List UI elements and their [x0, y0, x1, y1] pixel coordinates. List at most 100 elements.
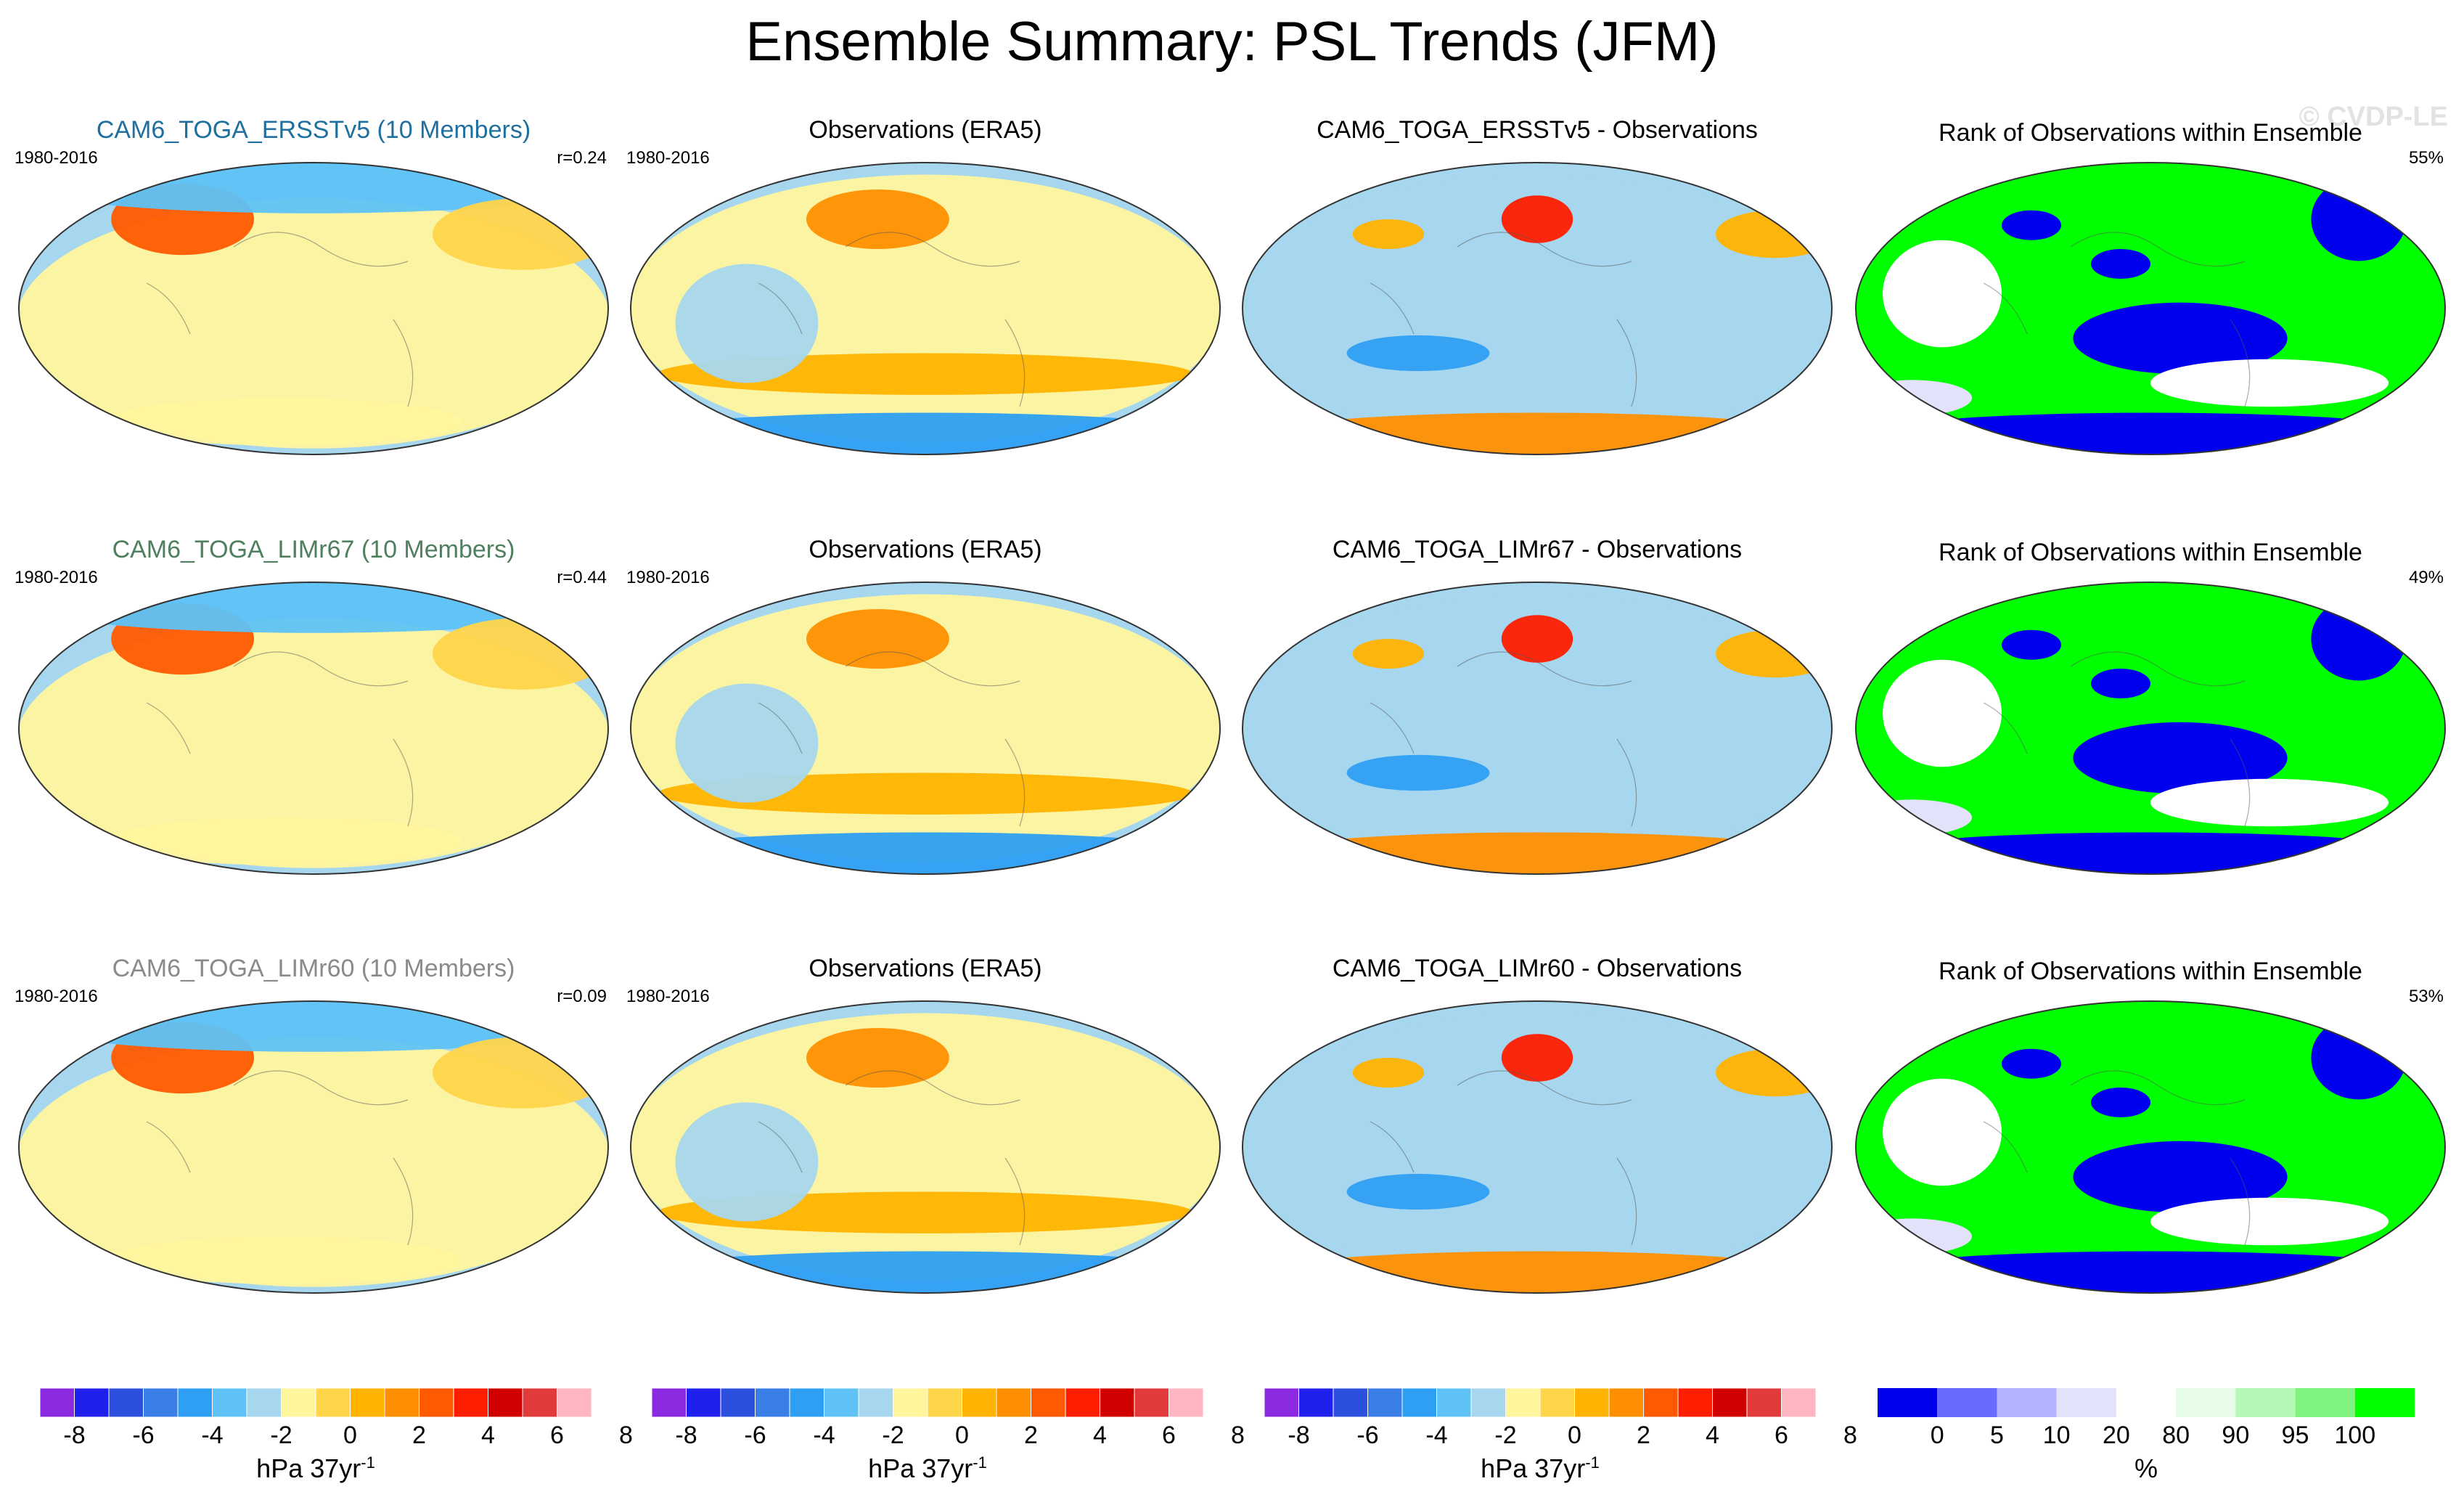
colorbar-rank-bar: [1878, 1388, 2415, 1417]
map-diff: [1242, 582, 1833, 875]
map-model: [18, 162, 609, 455]
colorbar-tick-label: -8: [1288, 1421, 1310, 1449]
panel-title: Rank of Observations within Ensemble: [1939, 119, 2362, 147]
colorbar-unit: hPa 37yr-1: [1481, 1453, 1600, 1483]
panel-title: CAM6_TOGA_LIMr60 - Observations: [1332, 955, 1743, 982]
panel-stat: 55%: [2408, 148, 2444, 168]
map-obs: [630, 1000, 1221, 1294]
colorbar-swatch: [1643, 1388, 1679, 1417]
colorbar-tick-label: 6: [1775, 1421, 1788, 1449]
colorbar-swatch: [1878, 1388, 1938, 1417]
colorbar-swatch: [1367, 1388, 1403, 1417]
colorbar-swatch: [1298, 1388, 1334, 1417]
colorbar-swatch: [1436, 1388, 1472, 1417]
panel-title: CAM6_TOGA_ERSSTv5 - Observations: [1317, 116, 1758, 144]
colorbar-swatch: [1168, 1388, 1203, 1417]
colorbar-tick-label: 2: [1024, 1421, 1038, 1449]
colorbar-tick-label: -6: [132, 1421, 155, 1449]
panel-period: 1980-2016: [626, 568, 710, 587]
panel-period: 1980-2016: [15, 987, 98, 1006]
colorbar-swatch: [1608, 1388, 1644, 1417]
colorbar-tick-label: 0: [955, 1421, 969, 1449]
colorbar-tick-label: -4: [1425, 1421, 1448, 1449]
panel-title: CAM6_TOGA_LIMr67 - Observations: [1332, 536, 1743, 563]
colorbar-swatch: [419, 1388, 454, 1417]
colorbar-tick-label: 90: [2222, 1421, 2250, 1449]
map-diff: [1242, 162, 1833, 455]
colorbar-swatch: [1677, 1388, 1713, 1417]
panel-stat: 53%: [2408, 987, 2444, 1006]
colorbar-swatch: [108, 1388, 144, 1417]
colorbar-swatch: [1781, 1388, 1816, 1417]
colorbar-swatch: [212, 1388, 247, 1417]
colorbar-swatch: [177, 1388, 213, 1417]
colorbar-tick-label: -6: [1356, 1421, 1379, 1449]
map-model: [18, 1000, 609, 1294]
panel-stat: r=0.44: [557, 568, 607, 587]
colorbar-tick-label: -2: [882, 1421, 904, 1449]
colorbar-swatch: [522, 1388, 557, 1417]
colorbar-tick-label: -2: [1494, 1421, 1517, 1449]
colorbar-col2-bar: [652, 1388, 1203, 1417]
colorbar-tick-label: 0: [1930, 1421, 1944, 1449]
map-rank: [1855, 582, 2446, 875]
colorbar-swatch: [1264, 1388, 1299, 1417]
colorbar-tick-label: 8: [1231, 1421, 1245, 1449]
colorbar-tick-label: -4: [201, 1421, 224, 1449]
colorbar-unit: %: [2134, 1453, 2158, 1483]
colorbar-tick-label: 6: [550, 1421, 564, 1449]
panel-period: 1980-2016: [626, 148, 710, 168]
map-obs: [630, 582, 1221, 875]
colorbar-swatch: [1746, 1388, 1782, 1417]
panel-title: CAM6_TOGA_LIMr60 (10 Members): [112, 955, 515, 982]
colorbar-swatch: [1100, 1388, 1135, 1417]
colorbar-tick-label: 4: [481, 1421, 495, 1449]
colorbar-tick-label: 8: [1843, 1421, 1857, 1449]
colorbar-swatch: [1401, 1388, 1437, 1417]
colorbar-swatch: [686, 1388, 721, 1417]
colorbar-swatch: [40, 1388, 75, 1417]
colorbar-tick-label: 0: [1568, 1421, 1581, 1449]
colorbar-tick-label: -6: [744, 1421, 766, 1449]
colorbar-tick-label: -4: [813, 1421, 835, 1449]
colorbar-swatch: [2056, 1388, 2116, 1417]
colorbar-swatch: [1937, 1388, 1997, 1417]
panel-title: Rank of Observations within Ensemble: [1939, 958, 2362, 985]
colorbar-tick-label: 4: [1706, 1421, 1719, 1449]
colorbar-tick-label: 95: [2281, 1421, 2309, 1449]
colorbar-swatch: [1539, 1388, 1575, 1417]
colorbar-swatch: [2176, 1388, 2236, 1417]
map-diff: [1242, 1000, 1833, 1294]
colorbar-swatch: [384, 1388, 419, 1417]
colorbar-swatch: [1031, 1388, 1066, 1417]
colorbar-unit: hPa 37yr-1: [868, 1453, 987, 1483]
colorbar-swatch: [74, 1388, 110, 1417]
colorbar-swatch: [927, 1388, 962, 1417]
colorbar-swatch: [996, 1388, 1031, 1417]
colorbar-swatch: [350, 1388, 385, 1417]
colorbar-swatch: [557, 1388, 592, 1417]
colorbar-swatch: [1470, 1388, 1506, 1417]
map-obs: [630, 162, 1221, 455]
colorbar-tick-label: 10: [2042, 1421, 2071, 1449]
colorbar-swatch: [1505, 1388, 1541, 1417]
colorbar-swatch: [720, 1388, 756, 1417]
colorbar-tick-label: 20: [2102, 1421, 2130, 1449]
panel-stat: r=0.24: [557, 148, 607, 168]
colorbar-tick-label: 0: [343, 1421, 357, 1449]
colorbar-swatch: [1712, 1388, 1748, 1417]
colorbar-tick-label: -8: [63, 1421, 86, 1449]
colorbar-swatch: [1333, 1388, 1368, 1417]
colorbar-tick-label: -2: [270, 1421, 292, 1449]
colorbar-swatch: [1574, 1388, 1610, 1417]
colorbar-tick-label: 100: [2334, 1421, 2376, 1449]
watermark: © CVDP-LE: [2299, 102, 2448, 132]
panel-title: Rank of Observations within Ensemble: [1939, 539, 2362, 566]
figure-title: Ensemble Summary: PSL Trends (JFM): [745, 11, 1719, 73]
colorbar-swatch: [453, 1388, 488, 1417]
colorbar-swatch: [1134, 1388, 1169, 1417]
panel-title: Observations (ERA5): [809, 955, 1042, 982]
colorbar-col1-bar: [40, 1388, 592, 1417]
colorbar-swatch: [652, 1388, 687, 1417]
panel-stat: 49%: [2408, 568, 2444, 587]
